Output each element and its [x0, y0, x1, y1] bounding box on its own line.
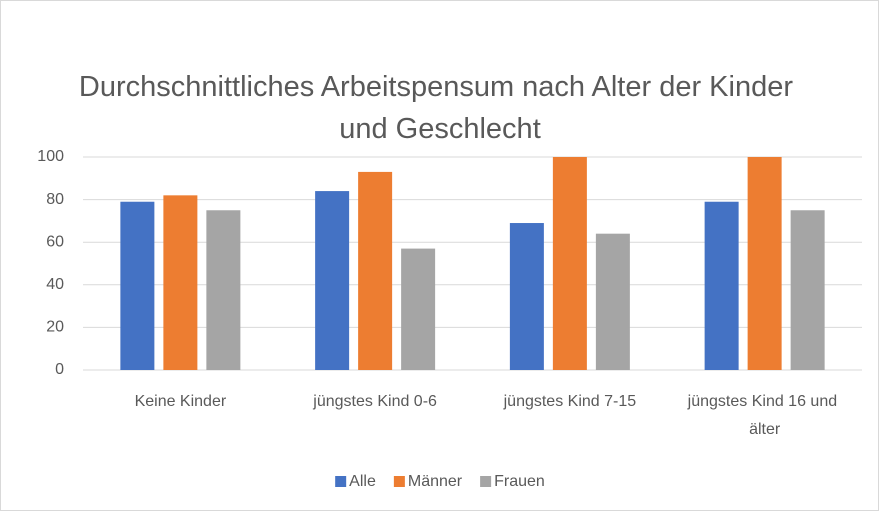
bar — [401, 248, 436, 370]
y-tick-label: 0 — [55, 361, 64, 378]
bar — [790, 210, 825, 370]
x-tick-label: jüngstes Kind 16 und älter — [687, 393, 842, 438]
x-tick-label: jüngstes Kind 7-15 — [503, 393, 637, 410]
legend-label: Alle — [349, 473, 376, 490]
bar — [358, 171, 393, 370]
bar — [315, 191, 350, 370]
y-tick-label: 80 — [46, 191, 64, 208]
y-tick-label: 40 — [46, 276, 64, 293]
legend-swatch — [393, 476, 405, 487]
bar — [120, 201, 155, 370]
x-tick-label: Keine Kinder — [135, 393, 227, 410]
x-tick-label: jüngstes Kind 0-6 — [312, 393, 437, 410]
chart-title: Durchschnittliches Arbeitspensum nach Al… — [79, 71, 801, 145]
bar — [747, 157, 782, 370]
legend-swatch — [335, 476, 347, 487]
bar — [595, 233, 630, 370]
bar — [552, 157, 587, 370]
y-tick-label: 100 — [37, 148, 64, 165]
y-tick-label: 60 — [46, 233, 64, 250]
bar — [704, 201, 739, 370]
bar — [163, 195, 198, 370]
legend-label: Frauen — [494, 473, 545, 490]
y-tick-label: 20 — [46, 319, 64, 336]
legend-swatch — [480, 476, 492, 487]
legend-label: Männer — [408, 473, 463, 490]
bar — [206, 210, 241, 370]
bar — [509, 223, 544, 370]
